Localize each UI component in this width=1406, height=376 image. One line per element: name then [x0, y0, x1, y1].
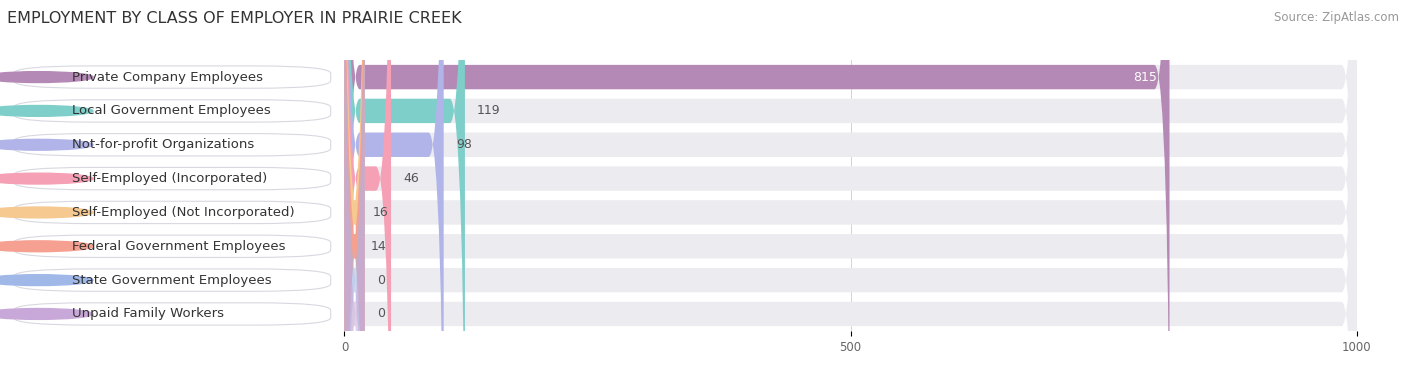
FancyBboxPatch shape	[344, 0, 1357, 376]
FancyBboxPatch shape	[14, 133, 330, 156]
FancyBboxPatch shape	[344, 0, 364, 376]
Text: 815: 815	[1133, 71, 1157, 83]
Circle shape	[0, 309, 93, 319]
Text: Private Company Employees: Private Company Employees	[72, 71, 263, 83]
Text: Federal Government Employees: Federal Government Employees	[72, 240, 285, 253]
FancyBboxPatch shape	[14, 167, 330, 190]
Text: Source: ZipAtlas.com: Source: ZipAtlas.com	[1274, 11, 1399, 24]
Circle shape	[0, 207, 93, 218]
Text: 98: 98	[456, 138, 471, 151]
Text: Self-Employed (Incorporated): Self-Employed (Incorporated)	[72, 172, 267, 185]
FancyBboxPatch shape	[344, 0, 364, 376]
FancyBboxPatch shape	[14, 269, 330, 291]
Circle shape	[0, 72, 93, 82]
FancyBboxPatch shape	[344, 0, 1357, 376]
Text: Self-Employed (Not Incorporated): Self-Employed (Not Incorporated)	[72, 206, 295, 219]
FancyBboxPatch shape	[344, 0, 444, 376]
FancyBboxPatch shape	[344, 0, 364, 376]
Text: 14: 14	[371, 240, 387, 253]
Text: Not-for-profit Organizations: Not-for-profit Organizations	[72, 138, 254, 151]
Circle shape	[0, 173, 93, 184]
Text: Local Government Employees: Local Government Employees	[72, 105, 271, 117]
Text: 16: 16	[373, 206, 388, 219]
FancyBboxPatch shape	[344, 0, 465, 376]
FancyBboxPatch shape	[344, 0, 391, 376]
Text: 46: 46	[404, 172, 419, 185]
Text: 119: 119	[477, 105, 501, 117]
Text: EMPLOYMENT BY CLASS OF EMPLOYER IN PRAIRIE CREEK: EMPLOYMENT BY CLASS OF EMPLOYER IN PRAIR…	[7, 11, 461, 26]
FancyBboxPatch shape	[344, 0, 1357, 376]
FancyBboxPatch shape	[14, 100, 330, 122]
Circle shape	[0, 106, 93, 116]
Text: 0: 0	[377, 274, 385, 287]
Text: 0: 0	[377, 308, 385, 320]
FancyBboxPatch shape	[344, 0, 1357, 376]
FancyBboxPatch shape	[344, 0, 1357, 376]
FancyBboxPatch shape	[14, 201, 330, 224]
Text: Unpaid Family Workers: Unpaid Family Workers	[72, 308, 225, 320]
FancyBboxPatch shape	[344, 0, 1357, 376]
Circle shape	[0, 275, 93, 285]
FancyBboxPatch shape	[14, 235, 330, 258]
FancyBboxPatch shape	[344, 0, 1357, 376]
Circle shape	[0, 241, 93, 252]
FancyBboxPatch shape	[344, 0, 1357, 376]
FancyBboxPatch shape	[344, 0, 364, 376]
FancyBboxPatch shape	[344, 0, 1170, 376]
Text: State Government Employees: State Government Employees	[72, 274, 271, 287]
Circle shape	[0, 139, 93, 150]
FancyBboxPatch shape	[14, 66, 330, 88]
FancyBboxPatch shape	[14, 303, 330, 325]
